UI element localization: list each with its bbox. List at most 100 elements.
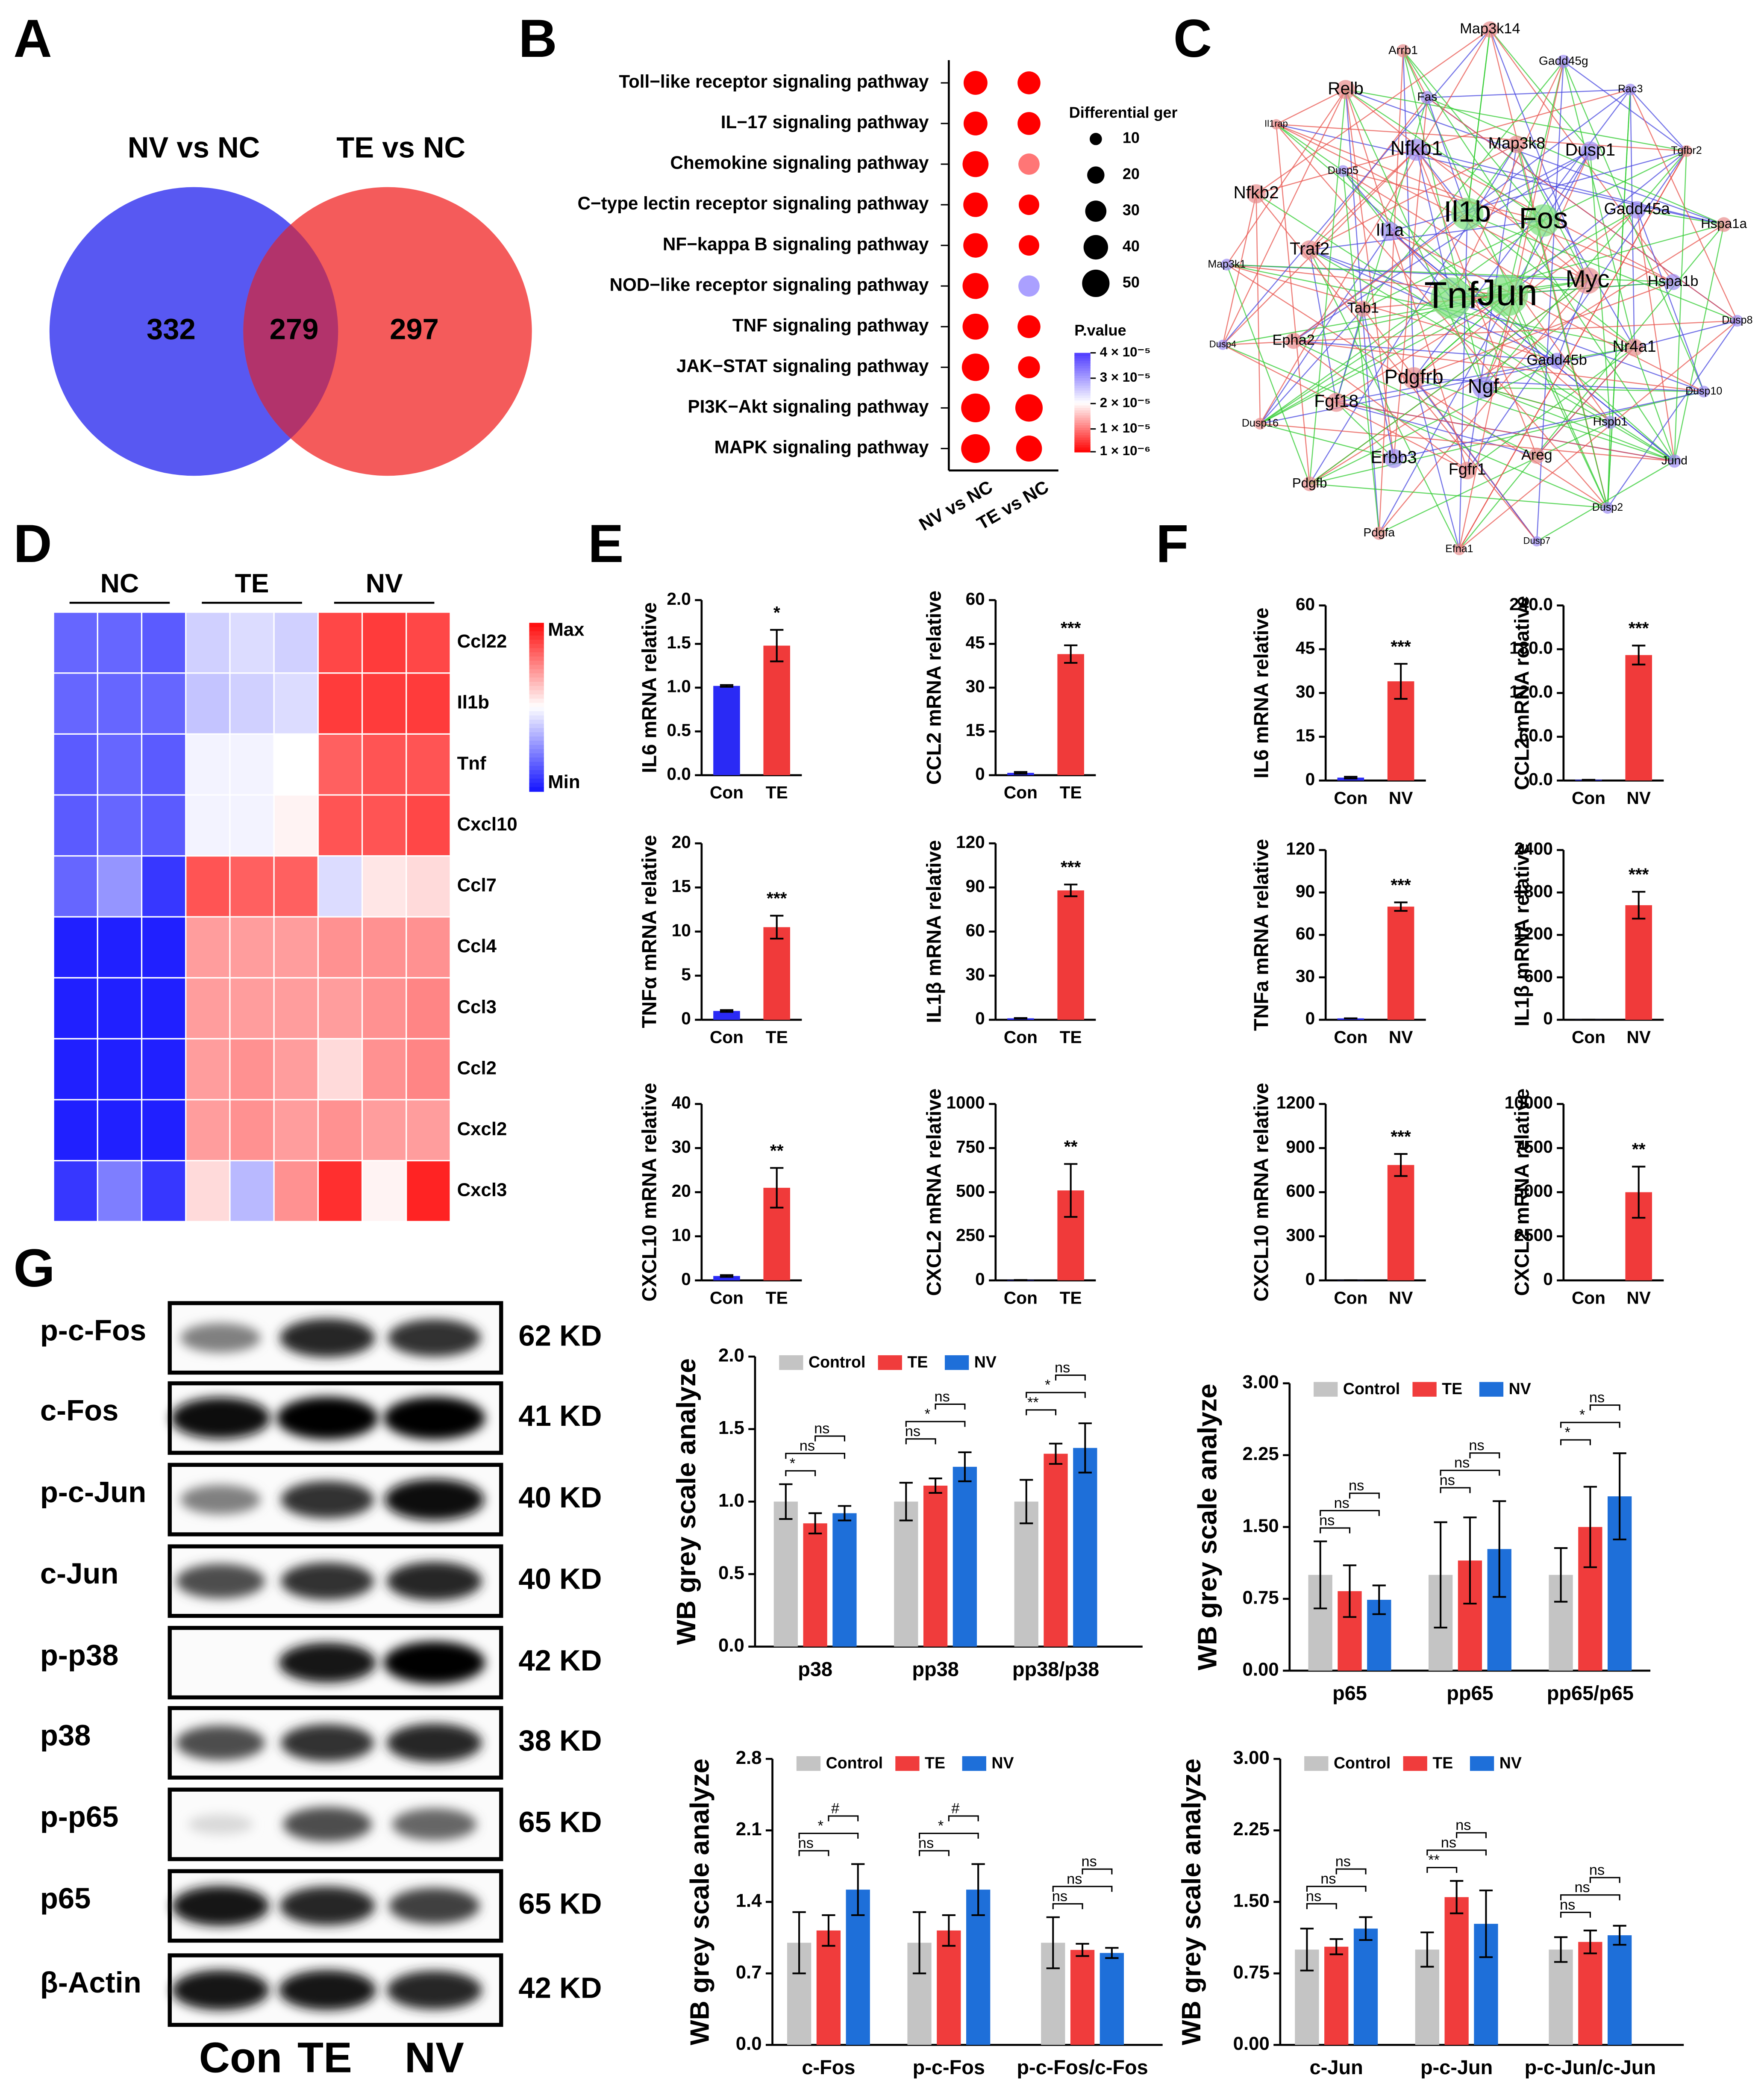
node xyxy=(1402,367,1425,389)
cell xyxy=(317,794,363,857)
node-label: Fas xyxy=(1417,90,1437,103)
pathway-label: PI3K−Akt signaling pathway xyxy=(688,397,929,417)
edge xyxy=(1516,144,1608,508)
row-label: Il1b xyxy=(457,692,489,713)
venn-count: 332 xyxy=(147,313,196,346)
colorbar-label: 1 × 10⁻⁶ xyxy=(1100,443,1151,458)
y-tick-label: 20 xyxy=(672,832,691,852)
y-tick-label: 0.7 xyxy=(736,1962,762,1983)
y-axis-title: IL6 mRNA relative xyxy=(1250,608,1273,779)
node-label: Fos xyxy=(1519,202,1568,235)
cell xyxy=(229,916,275,979)
edge xyxy=(1309,249,1364,309)
significance: ns xyxy=(814,1420,829,1436)
node-label: Gadd45b xyxy=(1526,352,1587,368)
dot xyxy=(1017,315,1041,339)
y-tick-label: 90 xyxy=(966,876,985,896)
y-tick-label: 2400 xyxy=(1514,839,1552,859)
edge xyxy=(1507,61,1564,296)
panel-letter: E xyxy=(588,514,623,574)
node-label: Hspa1a xyxy=(1701,216,1747,231)
y-tick-label: 3.00 xyxy=(1243,1372,1279,1392)
edge xyxy=(1414,377,1704,392)
cell xyxy=(406,611,451,674)
cell xyxy=(317,733,363,796)
protein-label: p-c-Jun xyxy=(40,1475,146,1508)
legend-min: Min xyxy=(548,771,580,792)
band xyxy=(281,1481,374,1519)
edge xyxy=(1260,308,1364,424)
bar xyxy=(1073,1448,1097,1647)
size-label: 65 KD xyxy=(518,1887,602,1920)
pathway-label: Toll−like receptor signaling pathway xyxy=(619,71,929,91)
cell xyxy=(141,672,187,735)
edge xyxy=(1345,89,1468,471)
bar xyxy=(1353,1928,1378,2045)
x-tick-label: Con xyxy=(1004,1288,1038,1307)
edge xyxy=(1427,97,1738,321)
band xyxy=(281,1562,374,1600)
protein-label: p38 xyxy=(40,1719,91,1751)
cell xyxy=(53,794,98,857)
x-tick-label: NV xyxy=(1389,788,1413,808)
group-label: NC xyxy=(100,568,139,598)
bar xyxy=(1549,1949,1573,2045)
cell xyxy=(229,794,275,857)
color-title: P.value xyxy=(1074,321,1126,339)
group-label: TE xyxy=(235,568,269,598)
x-tick-label: Con xyxy=(710,783,744,802)
y-tick-label: 60 xyxy=(1296,924,1315,943)
cell xyxy=(273,916,319,979)
edge xyxy=(1309,360,1557,485)
edge xyxy=(1276,89,1346,125)
legend-label: NV xyxy=(1499,1754,1522,1772)
colorbar-step xyxy=(1074,424,1091,428)
band xyxy=(188,1814,253,1834)
edge xyxy=(1379,422,1611,534)
significance: ** xyxy=(1632,1139,1646,1159)
x-tick-label: pp65 xyxy=(1446,1682,1493,1704)
dot xyxy=(1018,356,1040,378)
x-tick-label: Con xyxy=(1334,1027,1367,1047)
edge xyxy=(1467,150,1591,215)
significance: ns xyxy=(1052,1888,1067,1904)
legend-step xyxy=(529,745,544,750)
edge xyxy=(1259,29,1491,424)
significance: *** xyxy=(1061,618,1081,638)
colorbar-step xyxy=(1074,437,1091,440)
cell xyxy=(185,733,231,796)
edge xyxy=(1379,280,1588,534)
edge xyxy=(1483,387,1704,392)
node-label: Pdgfa xyxy=(1364,526,1395,539)
edge xyxy=(1222,89,1347,345)
significance: ns xyxy=(1320,1871,1336,1887)
colorbar-step xyxy=(1074,447,1091,450)
legend-label: Control xyxy=(808,1353,865,1371)
cell xyxy=(317,1099,363,1162)
significance: ns xyxy=(1319,1513,1335,1529)
legend-step xyxy=(529,660,544,666)
edge xyxy=(1394,391,1704,459)
cell xyxy=(141,855,187,918)
node-label: Gadd45a xyxy=(1604,200,1670,218)
legend-label: Control xyxy=(826,1754,883,1772)
y-tick-label: 2.25 xyxy=(1243,1443,1279,1464)
edge xyxy=(1226,264,1557,362)
y-tick-label: 120 xyxy=(1286,839,1315,859)
node xyxy=(1380,221,1399,241)
cell xyxy=(361,855,407,918)
significance: ns xyxy=(1589,1862,1605,1878)
edge xyxy=(1427,89,1631,98)
bracket xyxy=(1440,1487,1471,1493)
venn-count: 297 xyxy=(390,313,439,346)
band xyxy=(279,1970,376,2010)
node xyxy=(1221,259,1233,271)
significance: * xyxy=(925,1406,930,1422)
cell xyxy=(361,733,407,796)
edge xyxy=(1222,194,1257,345)
node xyxy=(1355,300,1371,317)
node xyxy=(1302,476,1317,492)
bar xyxy=(1014,1501,1038,1647)
edge xyxy=(1309,220,1544,251)
cell xyxy=(317,611,363,674)
